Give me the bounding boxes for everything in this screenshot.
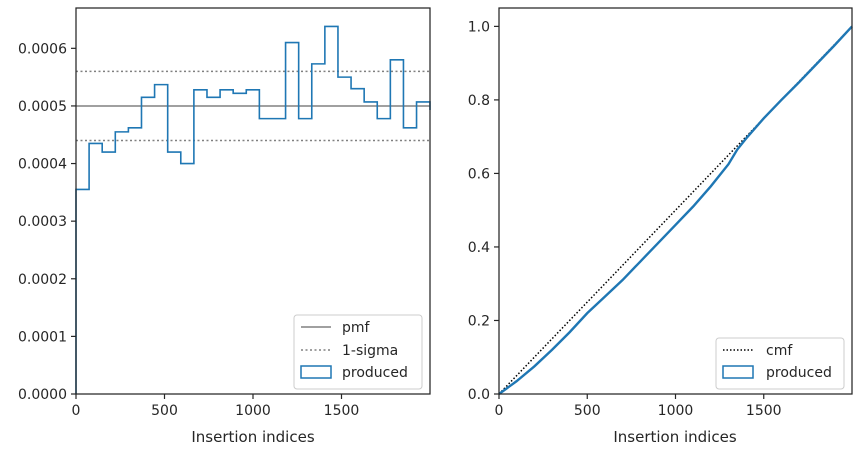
l-x-tick-label: 1000 <box>235 403 271 419</box>
left-legend-box <box>293 314 423 390</box>
r-y-tick-label: 0.6 <box>468 166 490 182</box>
left-legend: pmf 1-sigma produced <box>293 314 423 390</box>
produced-histogram <box>75 25 431 394</box>
right-legend: cmf produced <box>715 337 845 390</box>
right-x-axis-label: Insertion indices <box>613 428 736 446</box>
legend-produced-label: produced <box>342 365 408 381</box>
left-x-axis-label: Insertion indices <box>191 428 314 446</box>
l-y-tick-label: 0.0003 <box>18 214 67 230</box>
l-y-tick-label: 0.0000 <box>18 387 67 403</box>
l-x-tick-label: 1500 <box>324 403 360 419</box>
r-y-tick-label: 0.0 <box>468 387 490 403</box>
left-plot: 0.0000 0.0001 0.0002 0.0003 0.0004 0.0005 0.00… <box>18 7 431 446</box>
r-y-tick-label: 0.2 <box>468 313 490 329</box>
r-x-tick-label: 500 <box>574 403 601 419</box>
l-x-tick-label: 500 <box>151 403 178 419</box>
right-x-ticks: 0 500 1000 1500 <box>495 394 782 419</box>
l-y-tick-label: 0.0002 <box>18 272 67 288</box>
l-y-tick-label: 0.0001 <box>18 329 67 345</box>
l-y-tick-label: 0.0005 <box>18 99 67 115</box>
right-y-ticks: 0.0 0.2 0.4 0.6 0.8 1.0 <box>468 19 499 403</box>
left-x-ticks: 0 500 1000 1500 <box>72 394 360 419</box>
left-y-ticks: 0.0000 0.0001 0.0002 0.0003 0.0004 0.0005 0.00… <box>18 41 76 403</box>
r-y-tick-label: 0.8 <box>468 93 490 109</box>
legend-cmf-label: cmf <box>766 343 793 359</box>
r-x-tick-label: 1000 <box>658 403 694 419</box>
l-y-tick-label: 0.0006 <box>18 41 67 57</box>
l-x-tick-label: 0 <box>72 403 81 419</box>
legend-produced-swatch-right <box>722 365 754 379</box>
l-y-tick-label: 0.0004 <box>18 157 67 173</box>
right-cumulative-layer <box>498 25 853 395</box>
r-x-tick-label: 1500 <box>746 403 782 419</box>
legend-pmf-label: pmf <box>342 320 371 336</box>
right-plot: 0.0 0.2 0.4 0.6 0.8 1.0 0 500 1000 1500 Insertio… <box>468 7 853 446</box>
legend-sigma-label: 1-sigma <box>342 343 398 359</box>
r-x-tick-label: 0 <box>495 403 504 419</box>
legend-produced-label-right: produced <box>766 365 832 381</box>
r-y-tick-label: 0.4 <box>468 240 490 256</box>
right-plot-frame <box>498 7 853 395</box>
r-y-tick-label: 1.0 <box>468 19 490 35</box>
left-pmf-line-layer <box>76 70 430 142</box>
produced-cumulative-line <box>498 25 853 395</box>
legend-produced-swatch <box>300 365 332 379</box>
left-histogram-layer <box>75 25 431 394</box>
